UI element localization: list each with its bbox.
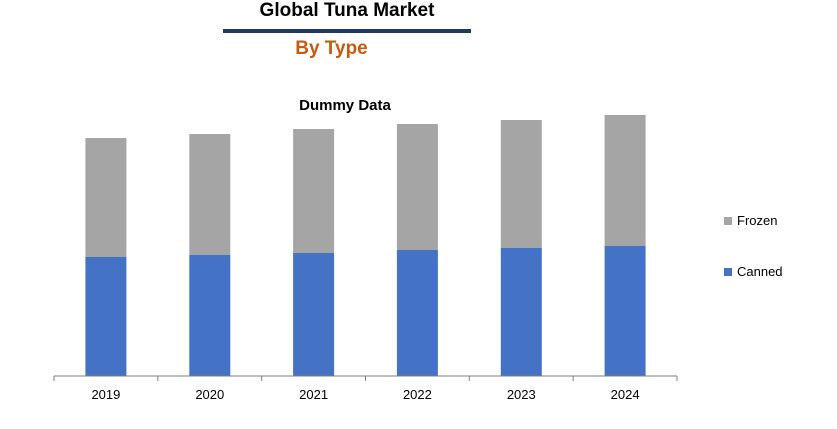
x-tick-label: 2024 (611, 387, 640, 402)
legend-swatch-frozen (724, 216, 732, 225)
x-tick-label: 2021 (299, 387, 328, 402)
bar-canned-2022 (396, 250, 438, 376)
legend-swatch-canned (724, 267, 732, 276)
title-underline (223, 29, 471, 33)
bar-canned-2020 (189, 255, 231, 376)
x-tick-label: 2022 (403, 387, 432, 402)
legend-label-canned: Canned (737, 264, 783, 279)
bar-frozen-2023 (500, 120, 542, 248)
x-tick-label: 2020 (195, 387, 224, 402)
bar-canned-2024 (604, 246, 646, 376)
bar-frozen-2020 (189, 134, 231, 255)
page-subtitle: By Type (295, 38, 368, 59)
bar-frozen-2022 (396, 124, 438, 250)
page-title: Global Tuna Market (259, 0, 435, 21)
bar-canned-2023 (500, 248, 542, 376)
x-tick-label: 2023 (507, 387, 536, 402)
x-tick-label: 2019 (91, 387, 120, 402)
chart-title: Dummy Data (299, 97, 391, 114)
legend-item-frozen: Frozen (724, 213, 777, 228)
bar-canned-2019 (85, 257, 127, 376)
legend-label-frozen: Frozen (737, 213, 778, 228)
legend-item-canned: Canned (724, 264, 783, 279)
bar-canned-2021 (293, 253, 335, 376)
bar-frozen-2019 (85, 138, 127, 257)
bar-frozen-2024 (604, 115, 646, 246)
bar-frozen-2021 (293, 129, 335, 253)
